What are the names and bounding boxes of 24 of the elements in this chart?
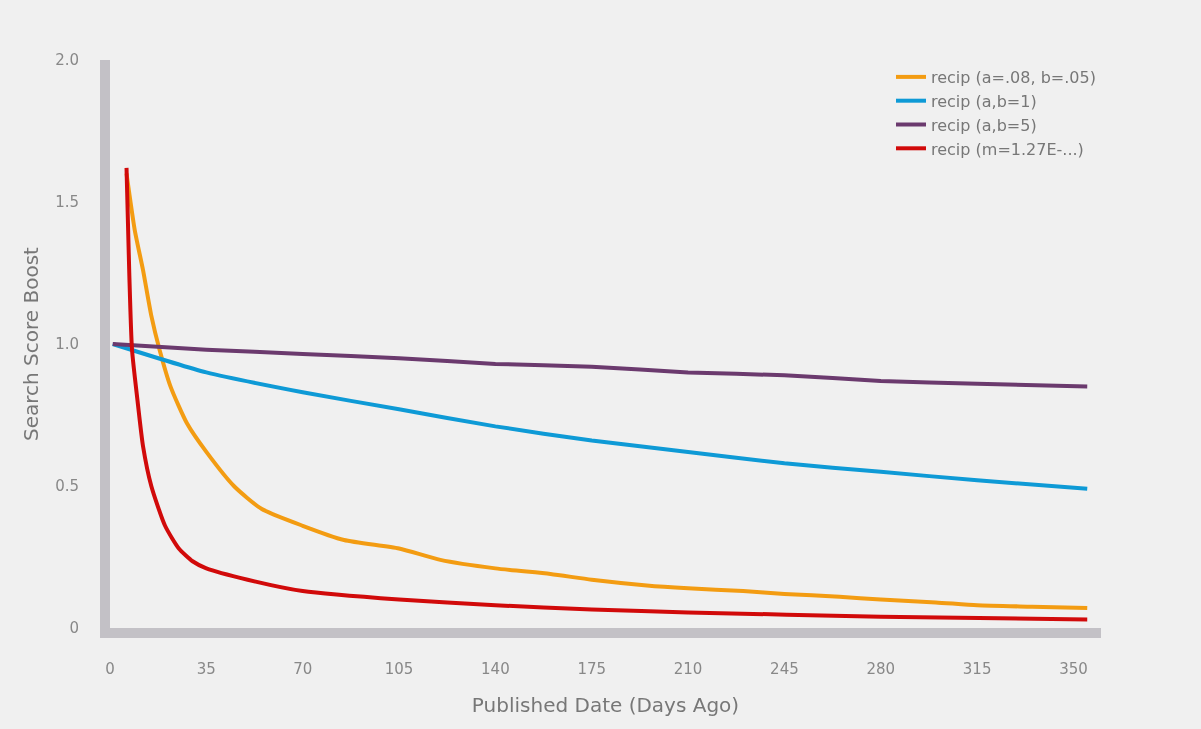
legend-label: recip (m=1.27E-...) <box>931 139 1084 159</box>
line-series <box>110 342 1090 491</box>
legend-label: recip (a,b=1) <box>931 91 1037 111</box>
x-tick-label: 175 <box>577 660 607 678</box>
x-tick-label: 0 <box>105 660 115 678</box>
y-axis-title: Search Score Boost <box>19 246 44 441</box>
y-tick-label: 0 <box>69 619 79 638</box>
y-tick-label: 1.5 <box>55 193 79 212</box>
x-tick-label: 350 <box>1059 660 1088 678</box>
y-tick-label: 2.0 <box>55 51 79 70</box>
x-tick-label: 35 <box>196 660 216 678</box>
x-tick-label: 245 <box>770 660 799 678</box>
x-axis-title: Published Date (Days Ago) <box>471 693 740 717</box>
x-tick-label: 280 <box>866 660 896 678</box>
x-tick-label: 70 <box>293 660 313 678</box>
y-tick-label: 0.5 <box>55 477 79 496</box>
x-tick-label: 140 <box>481 660 510 678</box>
y-tick-label: 1.0 <box>55 335 79 354</box>
x-tick-label: 105 <box>384 660 414 678</box>
legend-label: recip (a,b=5) <box>931 115 1037 135</box>
legend-label: recip (a=.08, b=.05) <box>931 68 1096 88</box>
line-series <box>110 342 1090 389</box>
x-tick-label: 315 <box>962 660 992 678</box>
x-tick-label: 210 <box>673 660 703 678</box>
